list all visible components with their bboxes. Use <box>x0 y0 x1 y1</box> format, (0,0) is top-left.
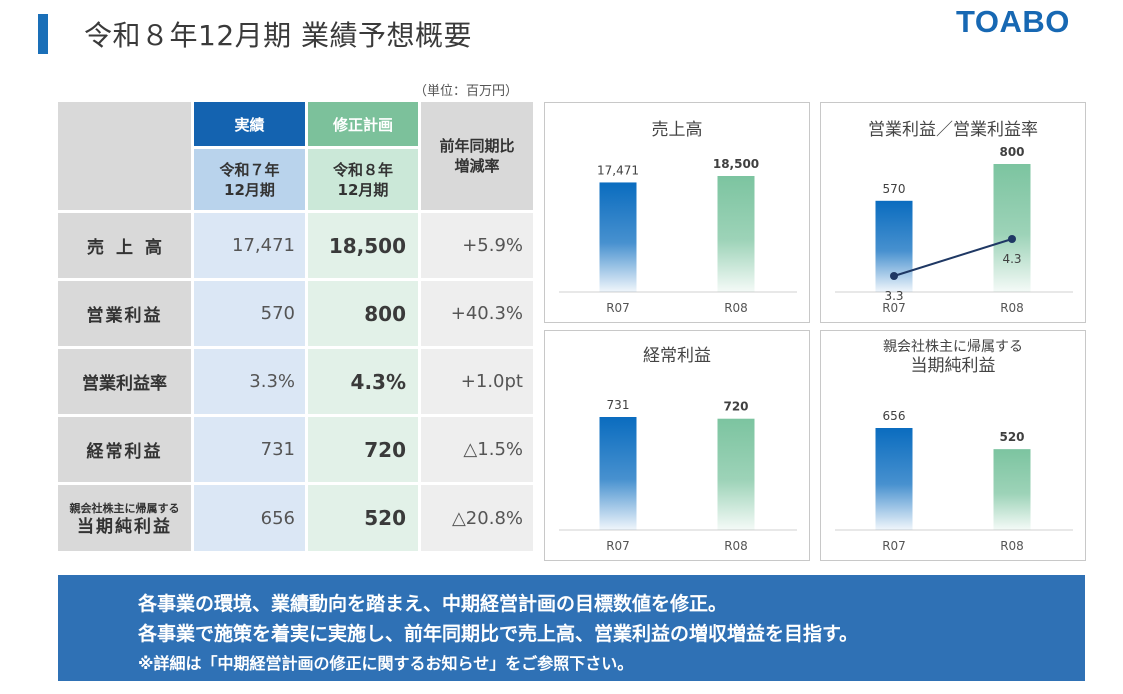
col-header-plan: 修正計画 <box>308 102 418 146</box>
bar-r07 <box>599 417 637 530</box>
banner-line-2: 各事業で施策を着実に実施し、前年同期比で売上高、営業利益の増収増益を目指す。 <box>138 623 859 645</box>
cell-plan-net-income: 520 <box>308 485 418 551</box>
chart-net-income: 656 R07 520 R08 <box>835 409 1073 553</box>
bar-r07 <box>599 182 637 292</box>
banner-line-1: 各事業の環境、業績動向を踏まえ、中期経営計画の目標数値を修正。 <box>138 593 728 615</box>
cell-plan-operating-margin: 4.3% <box>308 349 418 414</box>
bar-r08 <box>993 449 1031 530</box>
value-label-r08: 800 <box>999 145 1024 159</box>
col-header-actual-period: 令和７年 12月期 <box>194 149 305 210</box>
value-label-r07: 656 <box>883 409 906 423</box>
cell-change-sales: +5.9% <box>421 213 533 278</box>
cell-actual-operating-margin: 3.3% <box>194 349 305 414</box>
category-label-r08: R08 <box>724 301 748 315</box>
category-label-r08: R08 <box>724 539 748 553</box>
margin-point-r08 <box>1008 235 1016 243</box>
cell-actual-net-income: 656 <box>194 485 305 551</box>
row-label-sales: 売上高 <box>58 213 191 278</box>
cell-plan-operating-income: 800 <box>308 281 418 346</box>
bar-r07 <box>875 428 913 530</box>
row-label-ordinary-income: 経常利益 <box>58 417 191 482</box>
cell-plan-sales: 18,500 <box>308 213 418 278</box>
category-label-r07: R07 <box>882 539 906 553</box>
chart-sales: 17,471 R07 18,500 R08 <box>559 157 797 315</box>
value-label-r08: 720 <box>723 400 748 414</box>
category-label-r07: R07 <box>606 301 630 315</box>
category-label-r07: R07 <box>606 539 630 553</box>
company-logo: TOABO <box>956 4 1070 39</box>
table-corner <box>58 102 191 210</box>
chart-panel-operating-income: 営業利益／営業利益率 570 R07 800 R08 3.3 4.3 <box>820 102 1086 323</box>
chart-title-operating-income: 営業利益／営業利益率 <box>868 120 1038 140</box>
margin-point-r07 <box>890 272 898 280</box>
col-header-plan-period: 令和８年 12月期 <box>308 149 418 210</box>
row-label-operating-income: 営業利益 <box>58 281 191 346</box>
unit-note: （単位：百万円） <box>414 84 519 99</box>
cell-change-net-income: △20.8% <box>421 485 533 551</box>
summary-banner: 各事業の環境、業績動向を踏まえ、中期経営計画の目標数値を修正。 各事業で施策を着… <box>58 575 1085 681</box>
chart-title-net-income-line1: 親会社株主に帰属する <box>883 339 1023 355</box>
row-label-net-income-prefix: 親会社株主に帰属する <box>69 502 180 515</box>
chart-panel-ordinary-income: 経常利益 731 R07 720 R08 <box>544 330 810 561</box>
chart-title-sales: 売上高 <box>651 120 703 140</box>
bar-r08 <box>993 164 1031 292</box>
bar-r08 <box>717 176 755 292</box>
bar-r08 <box>717 418 755 530</box>
margin-label-r08: 4.3 <box>1002 252 1021 266</box>
category-label-r08: R08 <box>1000 539 1024 553</box>
value-label-r07: 17,471 <box>597 163 639 177</box>
margin-label-r07: 3.3 <box>884 289 903 303</box>
category-label-r08: R08 <box>1000 301 1024 315</box>
cell-change-operating-income: +40.3% <box>421 281 533 346</box>
cell-change-operating-margin: +1.0pt <box>421 349 533 414</box>
page-title: 令和８年12月期 業績予想概要 <box>84 19 473 52</box>
cell-actual-operating-income: 570 <box>194 281 305 346</box>
row-label-operating-margin: 営業利益率 <box>58 349 191 414</box>
cell-actual-ordinary-income: 731 <box>194 417 305 482</box>
chart-operating-income: 570 R07 800 R08 3.3 4.3 <box>835 145 1073 315</box>
col-header-change: 前年同期比 増減率 <box>421 102 533 210</box>
chart-panel-sales: 売上高 17,471 R07 18,500 R08 <box>544 102 810 323</box>
value-label-r08: 18,500 <box>713 157 759 171</box>
row-label-net-income: 親会社株主に帰属する 当期純利益 <box>58 485 191 551</box>
cell-change-ordinary-income: △1.5% <box>421 417 533 482</box>
value-label-r07: 570 <box>883 182 906 196</box>
category-label-r07: R07 <box>882 301 906 315</box>
chart-title-net-income-line2: 当期純利益 <box>910 356 996 376</box>
chart-title-ordinary-income: 経常利益 <box>643 346 711 366</box>
chart-ordinary-income: 731 R07 720 R08 <box>559 398 797 553</box>
margin-line <box>893 238 1013 277</box>
banner-line-3: ※詳細は「中期経営計画の修正に関するお知らせ」をご参照下さい。 <box>138 654 634 673</box>
col-header-actual: 実績 <box>194 102 305 146</box>
value-label-r08: 520 <box>999 430 1024 444</box>
value-label-r07: 731 <box>607 398 630 412</box>
chart-panel-net-income: 親会社株主に帰属する 当期純利益 656 R07 520 R08 <box>820 330 1086 561</box>
row-label-net-income-main: 当期純利益 <box>77 517 172 537</box>
cell-actual-sales: 17,471 <box>194 213 305 278</box>
cell-plan-ordinary-income: 720 <box>308 417 418 482</box>
title-accent-bar <box>38 14 48 54</box>
